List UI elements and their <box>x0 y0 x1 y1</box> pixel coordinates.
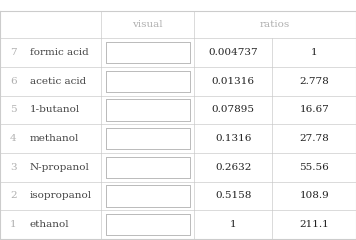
Bar <box>106 128 190 149</box>
Text: 2: 2 <box>10 191 17 200</box>
Text: 0.07895: 0.07895 <box>212 105 255 114</box>
Text: 6: 6 <box>10 77 17 86</box>
Text: methanol: methanol <box>30 134 79 143</box>
Bar <box>106 214 190 235</box>
Text: 0.2632: 0.2632 <box>215 163 251 172</box>
Bar <box>106 128 190 149</box>
Bar <box>106 99 190 121</box>
Text: 5: 5 <box>10 105 17 114</box>
Text: 0.01316: 0.01316 <box>212 77 255 86</box>
Text: 211.1: 211.1 <box>299 220 329 229</box>
Text: ethanol: ethanol <box>30 220 69 229</box>
Text: acetic acid: acetic acid <box>30 77 86 86</box>
Text: 1: 1 <box>230 220 236 229</box>
Text: ratios: ratios <box>260 20 290 29</box>
Bar <box>106 71 190 92</box>
Bar <box>106 156 190 178</box>
Bar <box>106 42 190 63</box>
Bar <box>106 185 190 207</box>
Text: 2.778: 2.778 <box>299 77 329 86</box>
Bar <box>106 185 149 207</box>
Text: 27.78: 27.78 <box>299 134 329 143</box>
Bar <box>106 156 128 178</box>
Text: visual: visual <box>132 20 163 29</box>
Bar <box>106 214 190 235</box>
Bar <box>106 71 190 92</box>
Text: 0.1316: 0.1316 <box>215 134 251 143</box>
Text: 16.67: 16.67 <box>299 105 329 114</box>
Text: formic acid: formic acid <box>30 48 88 57</box>
Bar <box>106 214 190 235</box>
Text: 0.5158: 0.5158 <box>215 191 251 200</box>
Text: 0.004737: 0.004737 <box>208 48 258 57</box>
Bar <box>106 42 190 63</box>
Text: 3: 3 <box>10 163 17 172</box>
Text: 1-butanol: 1-butanol <box>30 105 80 114</box>
Text: 108.9: 108.9 <box>299 191 329 200</box>
Text: 7: 7 <box>10 48 17 57</box>
Text: 55.56: 55.56 <box>299 163 329 172</box>
Bar <box>106 71 107 92</box>
Text: isopropanol: isopropanol <box>30 191 92 200</box>
Bar <box>106 156 190 178</box>
Text: 1: 1 <box>10 220 17 229</box>
Bar <box>106 99 190 121</box>
Bar <box>106 99 112 121</box>
Bar <box>106 128 117 149</box>
Text: N-propanol: N-propanol <box>30 163 89 172</box>
Text: 1: 1 <box>311 48 318 57</box>
Bar <box>106 185 190 207</box>
Text: 4: 4 <box>10 134 17 143</box>
